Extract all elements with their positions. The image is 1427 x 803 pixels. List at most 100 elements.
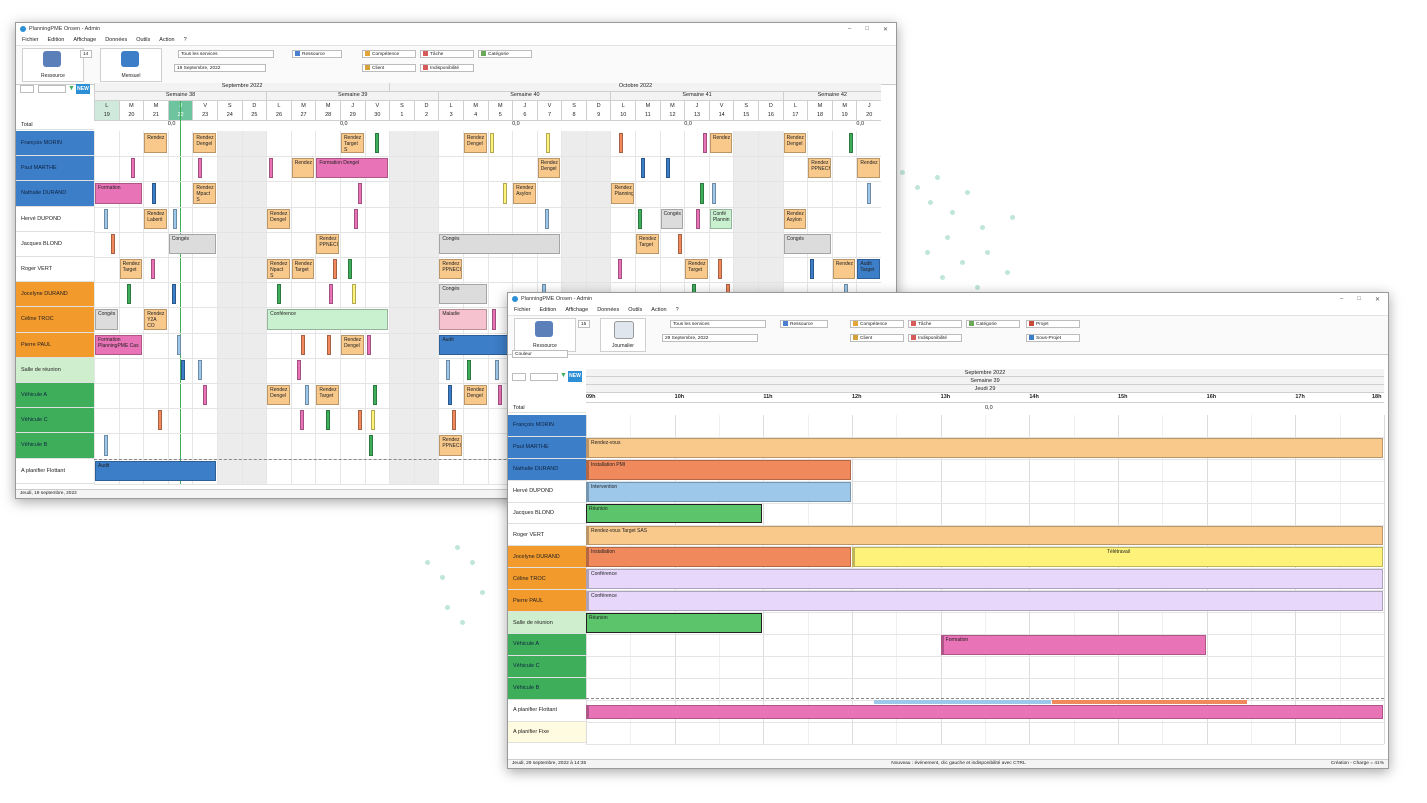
planning-event[interactable]: Réunion: [586, 503, 763, 524]
planning-event[interactable]: Rendez Dengel: [463, 385, 487, 406]
small-event-marker[interactable]: [304, 385, 309, 406]
small-event-marker[interactable]: [640, 158, 645, 179]
planning-event[interactable]: Audit: [95, 460, 216, 481]
menu-item[interactable]: Action: [651, 307, 667, 313]
day-cell[interactable]: V 30: [364, 101, 390, 120]
small-event-marker[interactable]: [348, 259, 353, 280]
planning-event[interactable]: Rendez Asylon: [513, 183, 536, 204]
day-cell[interactable]: D 16: [758, 101, 783, 120]
day-cell[interactable]: V 14: [708, 101, 734, 120]
planning-event[interactable]: Rendez Dengel: [267, 385, 290, 406]
small-event-marker[interactable]: [810, 259, 815, 280]
small-event-marker[interactable]: [202, 385, 207, 406]
planning-event[interactable]: Intervention: [586, 481, 851, 502]
date-picker[interactable]: 29 Septembre, 2022: [662, 334, 758, 342]
resource-row-label[interactable]: Pierre PAUL: [508, 590, 586, 613]
planning-event[interactable]: Formation Dengel: [316, 158, 389, 179]
small-event-marker[interactable]: [277, 284, 282, 305]
planning-event[interactable]: Rendez Target: [291, 259, 315, 280]
planning-event[interactable]: Rendez Target: [636, 233, 659, 254]
menu-item[interactable]: Affichage: [565, 307, 589, 313]
date-picker[interactable]: 19 Septembre, 2022: [174, 64, 266, 72]
small-event-marker[interactable]: [329, 284, 334, 305]
resource-row-label[interactable]: Céline TROC: [16, 307, 94, 333]
spin-box[interactable]: 14: [80, 50, 92, 58]
maximize-icon[interactable]: □: [1357, 295, 1361, 302]
small-event-marker[interactable]: [490, 133, 495, 154]
resource-row-label[interactable]: Jocelyne DURAND: [508, 546, 586, 569]
planning-event[interactable]: Maladie: [439, 309, 487, 330]
categorie-select[interactable]: Catégorie: [966, 320, 1020, 328]
planning-event[interactable]: Audit: [439, 334, 512, 355]
resource-row-label[interactable]: Véhicule A: [508, 634, 586, 656]
small-event-marker[interactable]: [352, 284, 357, 305]
planning-event[interactable]: Rendez Dengel: [537, 158, 561, 179]
planning-event[interactable]: Congés: [783, 233, 831, 254]
filter-icon[interactable]: ▼: [560, 372, 567, 379]
planning-event[interactable]: Réunion: [586, 613, 763, 633]
resource-row-label[interactable]: Jacques BLOND: [508, 502, 586, 525]
menu-item[interactable]: ?: [675, 307, 679, 313]
small-event-marker[interactable]: [373, 385, 378, 406]
small-event-marker[interactable]: [370, 410, 375, 431]
planning-event[interactable]: Rendez Target S: [340, 133, 364, 154]
projet-select[interactable]: Projet: [1026, 320, 1080, 328]
resource-row-label[interactable]: François MORIN: [508, 415, 586, 437]
categorie-select[interactable]: Catégorie: [478, 50, 532, 58]
resource-row-label[interactable]: Jacques BLOND: [16, 231, 94, 257]
day-cell[interactable]: J 13: [684, 101, 709, 120]
planning-event[interactable]: Congés: [439, 233, 561, 254]
small-event-marker[interactable]: [354, 208, 359, 229]
small-event-marker[interactable]: [491, 309, 496, 330]
planning-event[interactable]: Rendez Mpact S: [193, 183, 216, 204]
small-event-marker[interactable]: [452, 410, 457, 431]
small-event-marker[interactable]: [712, 183, 717, 204]
small-event-marker[interactable]: [301, 334, 306, 355]
day-cell[interactable]: V 23: [192, 101, 217, 120]
menu-item[interactable]: Affichage: [73, 37, 97, 43]
planning-event[interactable]: Rendez Target: [316, 385, 339, 406]
planning-event[interactable]: Formation: [940, 635, 1206, 655]
client-select[interactable]: Client: [850, 334, 904, 342]
resource-row-label[interactable]: Pierre PAUL: [16, 332, 94, 358]
small-event-marker[interactable]: [297, 359, 301, 380]
small-event-marker[interactable]: [327, 334, 332, 355]
small-event-marker[interactable]: [446, 359, 451, 380]
planning-event[interactable]: Rendez Laberit: [144, 208, 167, 229]
menu-item[interactable]: Outils: [628, 307, 643, 313]
day-cell[interactable]: S 24: [216, 101, 242, 120]
day-cell[interactable]: M 18: [807, 101, 832, 120]
small-event-marker[interactable]: [181, 359, 186, 380]
small-event-marker[interactable]: [172, 208, 177, 229]
resource-row-label[interactable]: Nathalie DURAND: [508, 458, 586, 481]
resource-row-label[interactable]: Roger VERT: [508, 524, 586, 547]
small-event-marker[interactable]: [546, 133, 551, 154]
couleur-select[interactable]: Couleur: [512, 350, 568, 358]
resource-row-label[interactable]: A planifier Fixe: [508, 721, 586, 744]
small-event-marker[interactable]: [702, 133, 707, 154]
small-event-marker[interactable]: [198, 158, 203, 179]
resource-row-label[interactable]: Véhicule B: [508, 677, 586, 700]
small-event-marker[interactable]: [151, 259, 156, 280]
resource-row-label[interactable]: Céline TROC: [508, 568, 586, 591]
small-event-marker[interactable]: [333, 259, 338, 280]
planning-event[interactable]: Congés: [95, 309, 118, 330]
menu-item[interactable]: Edition: [539, 307, 557, 313]
small-event-marker[interactable]: [325, 410, 330, 431]
competence-select[interactable]: Compétence: [362, 50, 416, 58]
small-event-marker[interactable]: [127, 284, 132, 305]
services-select[interactable]: Tous les services: [178, 50, 274, 58]
new-button[interactable]: NEW: [76, 84, 90, 94]
view-mode-button[interactable]: Journalier: [600, 318, 646, 352]
view-selector[interactable]: [512, 373, 526, 381]
resource-row-label[interactable]: Véhicule B: [16, 433, 94, 459]
small-event-marker[interactable]: [104, 435, 109, 456]
small-event-marker[interactable]: [544, 208, 549, 229]
small-event-marker[interactable]: [467, 359, 472, 380]
day-cell[interactable]: M 19: [831, 101, 857, 120]
floating-segment[interactable]: [1051, 699, 1247, 704]
planning-event[interactable]: Rendez Y2A CO: [144, 309, 167, 330]
